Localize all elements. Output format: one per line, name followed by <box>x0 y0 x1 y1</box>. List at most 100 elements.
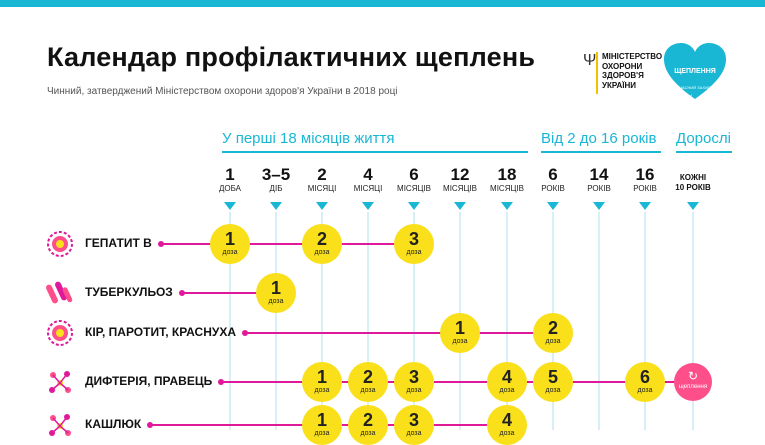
row-connector-line <box>221 381 693 383</box>
section-label-children: Від 2 до 16 років <box>541 130 657 147</box>
dose-badge: 4 доза <box>487 405 527 445</box>
age-header: 14 РОКІВ <box>569 166 629 194</box>
page-title: Календар профілактичних щеплень <box>47 42 536 72</box>
column-line <box>413 212 415 430</box>
section-line-children <box>541 151 661 153</box>
dose-badge: 1 доза <box>440 313 480 353</box>
dose-badge: 4 доза <box>487 362 527 402</box>
age-header: 1 ДОБА <box>200 166 260 194</box>
section-line-adults <box>676 151 732 153</box>
dose-badge: 1 доза <box>256 273 296 313</box>
age-marker-icon <box>639 202 651 210</box>
vaccine-name: ДИФТЕРІЯ, ПРАВЕЦЬ <box>85 374 213 388</box>
age-number: 12 <box>450 165 470 184</box>
age-number: 16 <box>635 165 655 184</box>
dose-number: 1 <box>224 229 235 249</box>
dose-badge: 3 доза <box>394 224 434 264</box>
dose-badge: 6 доза <box>625 362 665 402</box>
age-number: 4 <box>363 165 373 184</box>
vaccine-name: ТУБЕРКУЛЬОЗ <box>85 285 173 299</box>
age-unit: МІСЯЦІ <box>307 184 337 193</box>
dose-number: 3 <box>408 229 419 249</box>
dose-label: доза <box>314 387 330 394</box>
dose-label: доза <box>545 338 561 345</box>
age-header: 18 МІСЯЦІВ <box>477 166 537 194</box>
age-number: 6 <box>548 165 558 184</box>
age-unit: РОКІВ <box>541 184 565 193</box>
dose-label: доза <box>314 430 330 437</box>
dose-number: 1 <box>454 318 465 338</box>
column-line <box>692 212 694 430</box>
dose-badge: 1 доза <box>210 224 250 264</box>
column-line <box>275 212 277 430</box>
age-number: 18 <box>497 165 517 184</box>
trident-emblem-icon: Ψ <box>583 52 597 69</box>
dose-badge: 2 доза <box>348 405 388 445</box>
dose-number: 1 <box>270 278 281 298</box>
dose-badge: 5 доза <box>533 362 573 402</box>
age-marker-icon <box>501 202 513 210</box>
column-line <box>598 212 600 430</box>
vaccine-name: КІР, ПАРОТИТ, КРАСНУХА <box>85 325 237 339</box>
age-marker-icon <box>270 202 282 210</box>
age-unit: МІСЯЦІ <box>353 184 383 193</box>
dose-label: доза <box>406 387 422 394</box>
dose-number: 6 <box>639 367 650 387</box>
dose-number: 2 <box>362 410 373 430</box>
ministry-logo: Ψ МІНІСТЕРСТВО ОХОРОНИ ЗДОРОВ'Я УКРАЇНИ <box>583 50 663 100</box>
age-number: 1 <box>225 165 235 184</box>
vaccine-name: ГЕПАТИТ В <box>85 236 152 250</box>
section-label-infants: У перші 18 місяців життя <box>222 130 395 147</box>
age-header: 2 МІСЯЦІ <box>292 166 352 194</box>
age-unit: ДОБА <box>218 184 242 193</box>
age-unit: МІСЯЦІВ <box>490 184 524 193</box>
age-marker-icon <box>408 202 420 210</box>
age-unit: РОКІВ <box>633 184 657 193</box>
top-accent-bar <box>0 0 765 7</box>
dose-label: доза <box>314 249 330 256</box>
dose-number: 3 <box>408 367 419 387</box>
ministry-name: МІНІСТЕРСТВО ОХОРОНИ ЗДОРОВ'Я УКРАЇНИ <box>602 52 663 90</box>
dose-number: 4 <box>501 410 512 430</box>
age-header: 6 МІСЯЦІВ <box>384 166 444 194</box>
dose-badge: 1 доза <box>302 362 342 402</box>
age-number: 14 <box>589 165 609 184</box>
dose-label: доза <box>360 430 376 437</box>
tuberculosis-bacteria-icon <box>45 278 75 308</box>
column-line <box>644 212 646 430</box>
dose-label: доза <box>545 387 561 394</box>
dose-label: доза <box>452 338 468 345</box>
age-marker-icon <box>454 202 466 210</box>
dose-label: доза <box>222 249 238 256</box>
age-unit: РОКІВ <box>587 184 611 193</box>
age-unit: ДІБ <box>269 184 283 193</box>
dose-badge: 2 доза <box>348 362 388 402</box>
age-special-label: КОЖНІ 10 РОКІВ <box>675 173 711 192</box>
dose-badge: 1 доза <box>302 405 342 445</box>
age-header: 4 МІСЯЦІ <box>338 166 398 194</box>
heart-icon <box>664 43 726 99</box>
age-header: 6 РОКІВ <box>523 166 583 194</box>
adult-booster-label: щеплення <box>678 384 708 390</box>
column-line <box>506 212 508 430</box>
age-number: 6 <box>409 165 419 184</box>
age-marker-icon <box>224 202 236 210</box>
dose-number: 5 <box>547 367 558 387</box>
dose-label: доза <box>406 249 422 256</box>
row-connector-line <box>161 243 414 245</box>
ministry-logo-bar <box>596 52 598 94</box>
dose-badge: 3 доза <box>394 362 434 402</box>
age-unit: МІСЯЦІВ <box>443 184 477 193</box>
vaccine-name: КАШЛЮК <box>85 417 142 431</box>
age-marker-icon <box>316 202 328 210</box>
diphtheria-bacteria-icon <box>45 367 75 397</box>
unicef-brand: unicef <box>681 93 692 98</box>
dose-label: доза <box>268 298 284 305</box>
column-line <box>321 212 323 430</box>
age-unit: МІСЯЦІВ <box>397 184 431 193</box>
age-number: 3–5 <box>261 165 291 184</box>
dose-number: 2 <box>316 229 327 249</box>
row-connector-line <box>245 332 553 334</box>
pertussis-bacteria-icon <box>45 410 75 440</box>
dose-number: 3 <box>408 410 419 430</box>
